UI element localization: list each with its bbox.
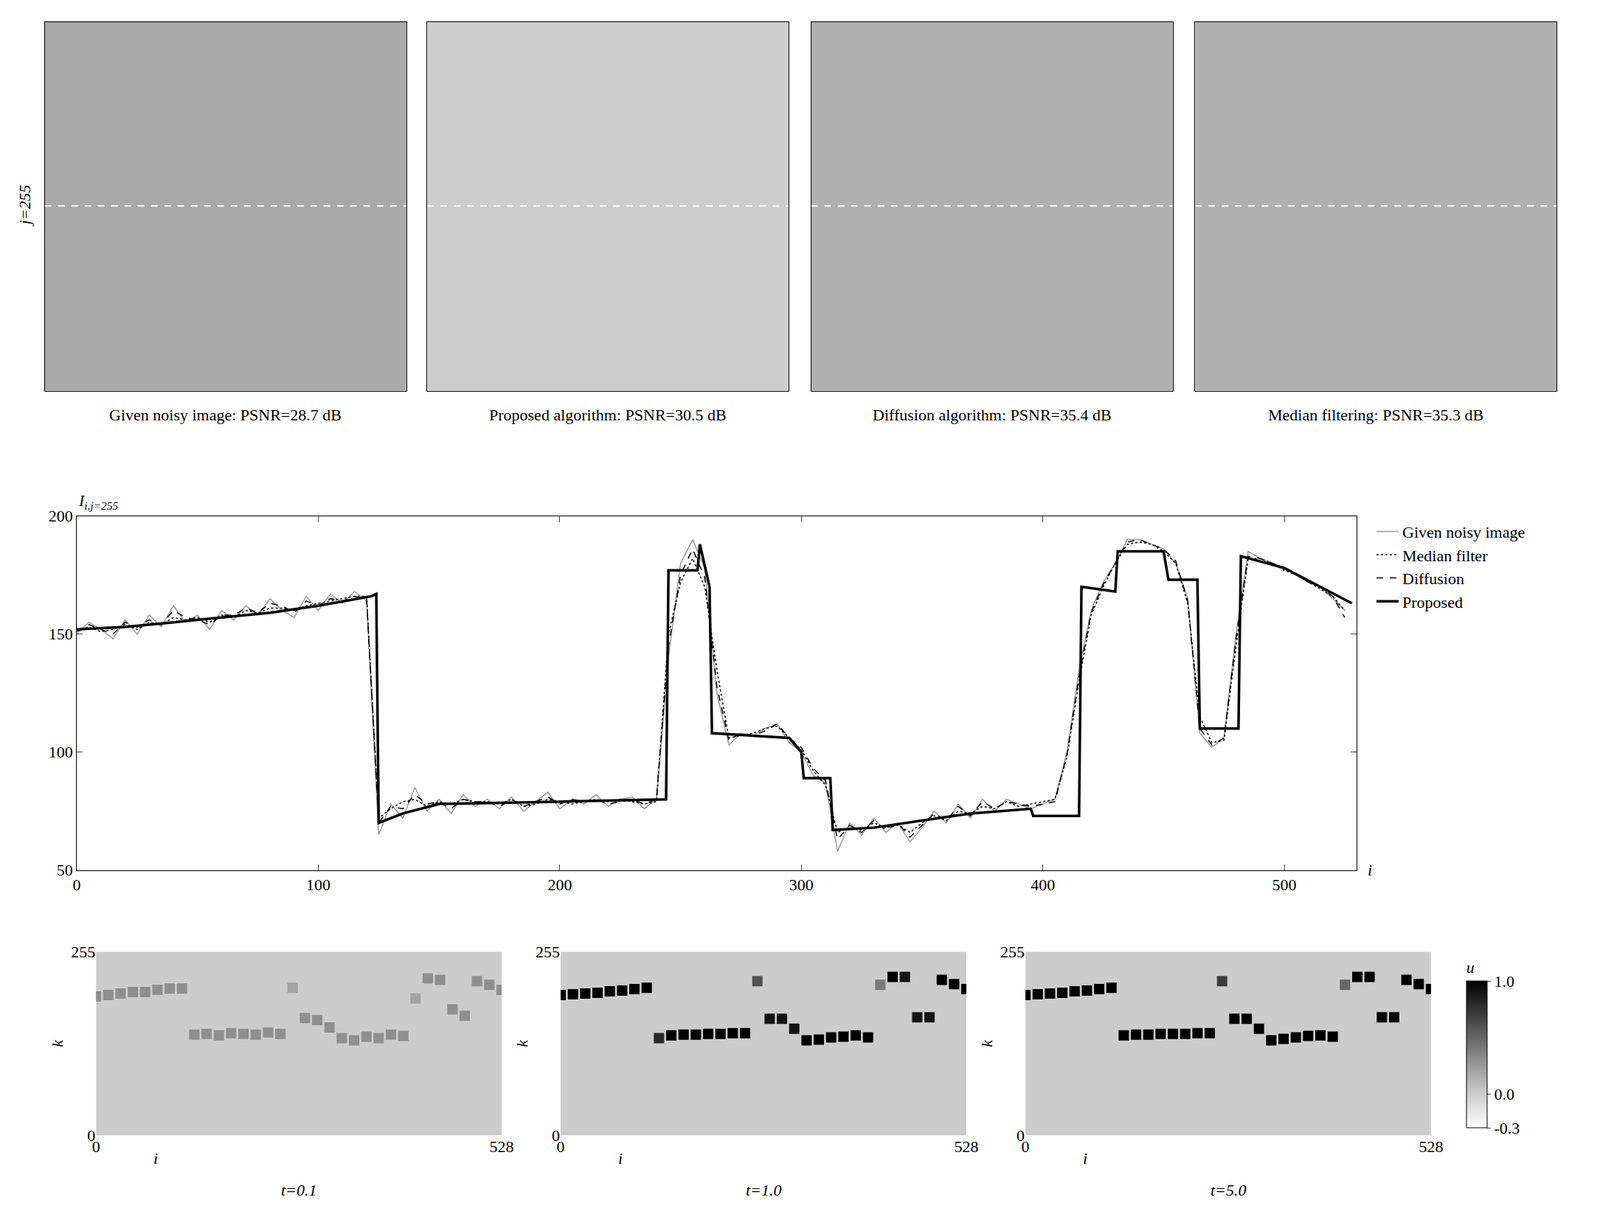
svg-text:Diffusion algorithm: PSNR=35.4: Diffusion algorithm: PSNR=35.4 dB	[872, 405, 1112, 425]
svg-text:100: 100	[306, 875, 331, 895]
svg-text:i: i	[618, 1149, 623, 1168]
svg-text:0: 0	[92, 1137, 101, 1156]
svg-text:Proposed: Proposed	[1402, 593, 1463, 612]
svg-text:Median filtering: PSNR=35.3 dB: Median filtering: PSNR=35.3 dB	[1268, 405, 1484, 425]
svg-text:i: i	[1082, 1149, 1088, 1168]
svg-text:200: 200	[547, 875, 572, 895]
svg-text:500: 500	[1272, 875, 1297, 895]
svg-text:200: 200	[48, 506, 74, 526]
svg-text:I​i,j=255​: I​i,j=255​	[78, 491, 119, 512]
svg-text:Given noisy image: PSNR=28.7 d: Given noisy image: PSNR=28.7 dB	[109, 405, 342, 425]
svg-text:Proposed algorithm: PSNR=30.5: Proposed algorithm: PSNR=30.5 dB	[489, 405, 727, 425]
svg-text:i: i	[153, 1149, 158, 1168]
svg-text:0: 0	[73, 875, 82, 895]
svg-text:150: 150	[48, 624, 74, 644]
svg-text:0: 0	[87, 1126, 96, 1145]
svg-text:0: 0	[1021, 1137, 1030, 1156]
svg-text:t=5.0: t=5.0	[1210, 1181, 1246, 1200]
svg-text:Diffusion: Diffusion	[1402, 569, 1465, 588]
svg-text:k: k	[512, 1039, 532, 1048]
svg-text:1.0: 1.0	[1493, 972, 1514, 991]
svg-text:k: k	[977, 1039, 996, 1048]
svg-text:-0.3: -0.3	[1493, 1119, 1520, 1138]
svg-text:255: 255	[535, 942, 560, 962]
svg-text:50: 50	[56, 860, 74, 880]
svg-text:t=1.0: t=1.0	[745, 1181, 782, 1200]
svg-text:u: u	[1466, 958, 1475, 977]
svg-text:Median filter: Median filter	[1402, 546, 1488, 566]
svg-text:i: i	[1367, 860, 1373, 880]
svg-text:255: 255	[70, 942, 96, 962]
svg-text:0: 0	[556, 1137, 566, 1156]
svg-text:t=0.1: t=0.1	[281, 1181, 317, 1200]
svg-text:k: k	[47, 1039, 67, 1048]
svg-text:528: 528	[489, 1137, 514, 1156]
svg-text:0: 0	[1016, 1126, 1025, 1145]
svg-text:j=255: j=255	[15, 184, 34, 227]
svg-text:528: 528	[954, 1137, 979, 1156]
svg-text:528: 528	[1418, 1137, 1443, 1156]
svg-text:300: 300	[789, 875, 814, 895]
svg-text:0.0: 0.0	[1493, 1085, 1514, 1104]
svg-text:Given noisy image: Given noisy image	[1402, 523, 1525, 542]
svg-text:255: 255	[1000, 942, 1025, 962]
svg-text:400: 400	[1030, 875, 1055, 895]
svg-text:100: 100	[48, 742, 74, 762]
svg-text:0: 0	[551, 1126, 560, 1145]
